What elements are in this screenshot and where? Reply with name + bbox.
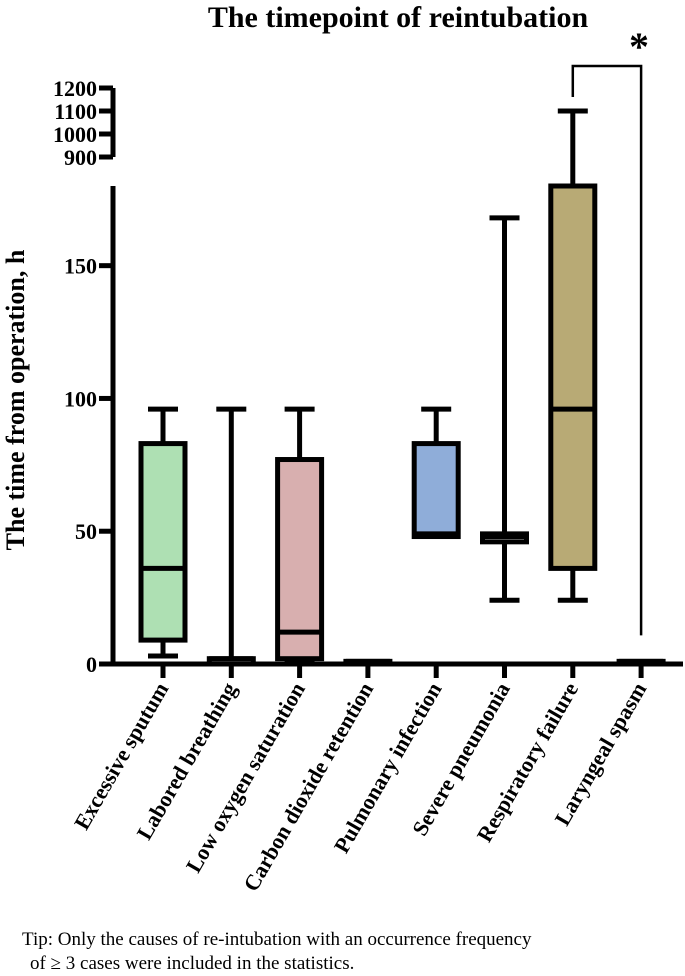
boxes	[138, 108, 666, 667]
x-tick-label: Carbon dioxide retention	[238, 678, 378, 896]
x-tick-label: Low oxygen saturation	[181, 678, 310, 877]
y-upper-tick-label: 900	[64, 145, 97, 170]
box-4	[411, 406, 461, 540]
box-2	[275, 406, 325, 664]
footnote-line-2: of ≥ 3 cases were included in the statis…	[30, 953, 355, 974]
y-axis-label: The time from operation, h	[1, 249, 30, 550]
y-lower-tick-label: 50	[75, 519, 97, 544]
footnote: Tip: Only the causes of re-intubation wi…	[22, 928, 682, 976]
box-5	[480, 215, 529, 603]
y-lower-tick-label: 100	[64, 386, 97, 411]
significance-bracket: *	[571, 24, 649, 636]
box-1	[206, 406, 256, 667]
iqr-box	[138, 441, 188, 643]
box-6	[548, 108, 598, 603]
footnote-line-1: Tip: Only the causes of re-intubation wi…	[22, 929, 532, 950]
chart-title: The timepoint of reintubation	[208, 1, 589, 34]
significance-star: *	[629, 24, 649, 69]
y-lower-tick-label: 0	[86, 652, 97, 677]
y-upper-tick-label: 1100	[54, 99, 97, 124]
iqr-box	[411, 441, 461, 540]
box-0	[138, 406, 188, 659]
iqr-box	[548, 183, 598, 571]
boxplot-chart: The timepoint of reintubation The time f…	[1, 1, 683, 896]
iqr-box	[275, 457, 325, 662]
significance-line	[571, 64, 643, 636]
box-3	[343, 658, 393, 666]
y-upper-tick-label: 1000	[53, 122, 97, 147]
box-7	[616, 658, 666, 666]
y-upper-tick-label: 1200	[53, 76, 97, 101]
y-lower-tick-label: 150	[64, 254, 97, 279]
